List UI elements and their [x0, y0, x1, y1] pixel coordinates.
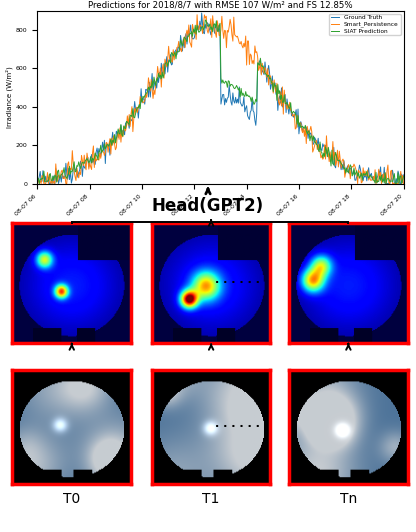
Line: SIAT Prediction: SIAT Prediction	[37, 20, 404, 184]
Smart_Persistence	[181, 37, 186, 44]
SIAT Prediction	[80, 159, 85, 165]
SIAT Prediction	[203, 16, 208, 23]
Ground Truth	[181, 36, 186, 43]
Ground Truth	[267, 70, 272, 76]
SIAT Prediction	[35, 178, 40, 184]
Smart_Persistence	[401, 180, 406, 187]
Text: · · · · · ·: · · · · · ·	[215, 278, 260, 288]
Y-axis label: Irradiance (W/m²): Irradiance (W/m²)	[6, 66, 13, 128]
Text: Backbone(ViT): Backbone(ViT)	[151, 351, 265, 366]
Text: T0: T0	[63, 492, 80, 506]
Text: · · · · · ·: · · · · · ·	[215, 422, 260, 432]
Smart_Persistence	[155, 63, 160, 70]
Smart_Persistence	[195, 12, 200, 18]
Ground Truth	[47, 180, 52, 187]
Smart_Persistence	[80, 157, 85, 163]
Title: Predictions for 2018/8/7 with RMSE 107 W/m² and FS 12.85%: Predictions for 2018/8/7 with RMSE 107 W…	[88, 1, 353, 10]
Ground Truth	[35, 174, 40, 181]
Line: Ground Truth: Ground Truth	[37, 13, 404, 184]
Ground Truth	[155, 74, 160, 80]
SIAT Prediction	[181, 38, 186, 44]
Ground Truth	[301, 127, 306, 133]
Line: Smart_Persistence: Smart_Persistence	[37, 15, 404, 184]
SIAT Prediction	[401, 173, 406, 180]
Smart_Persistence	[35, 175, 40, 181]
Ground Truth	[401, 172, 406, 178]
Text: Head(GPT2): Head(GPT2)	[152, 197, 264, 215]
SIAT Prediction	[155, 77, 160, 84]
Ground Truth	[199, 10, 204, 16]
Text: T1: T1	[203, 492, 220, 506]
SIAT Prediction	[303, 122, 308, 129]
Smart_Persistence	[37, 180, 42, 187]
SIAT Prediction	[301, 124, 306, 131]
Text: Tn: Tn	[340, 492, 357, 506]
Ground Truth	[80, 173, 85, 180]
Ground Truth	[303, 131, 308, 138]
Smart_Persistence	[301, 124, 306, 130]
SIAT Prediction	[267, 76, 272, 82]
SIAT Prediction	[37, 180, 42, 187]
Smart_Persistence	[267, 72, 272, 78]
Legend: Ground Truth, Smart_Persistence, SIAT Prediction: Ground Truth, Smart_Persistence, SIAT Pr…	[329, 13, 401, 35]
Smart_Persistence	[303, 125, 308, 131]
